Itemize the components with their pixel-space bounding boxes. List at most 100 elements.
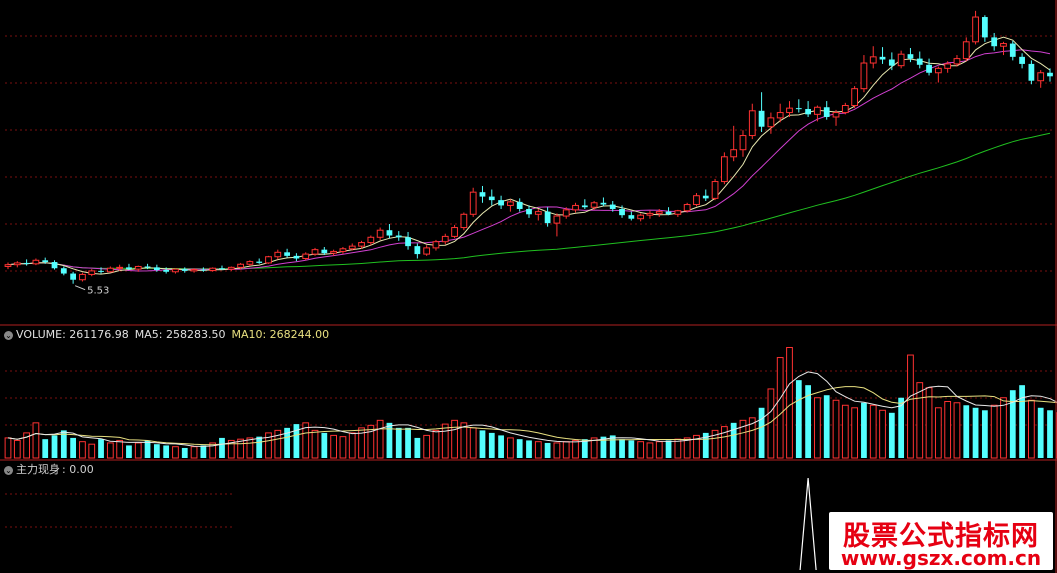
candle-body (507, 201, 514, 206)
volume-bar (841, 404, 849, 459)
volume-label: VOLUME: 261176.98 (16, 328, 129, 341)
volume-bar (562, 441, 570, 459)
volume-bar (284, 427, 290, 458)
candle (637, 213, 645, 222)
candle-body (469, 191, 477, 215)
candle-body (795, 108, 802, 110)
candle (432, 239, 440, 251)
price-grid (5, 35, 1054, 272)
candle-body (748, 110, 756, 137)
candle (348, 243, 356, 251)
volume-bar (88, 443, 96, 459)
volume-bar (544, 442, 551, 458)
candle-body (553, 215, 561, 224)
candle (944, 61, 952, 73)
volume-bar (405, 427, 411, 458)
candle (1037, 70, 1045, 88)
candle-body (534, 211, 542, 215)
candle-body (674, 210, 682, 215)
candle-body (711, 181, 719, 199)
indicator-header: ⌄ 主力现身: 0.00 (4, 461, 100, 477)
candle-body (702, 195, 709, 199)
candle-body (1019, 56, 1025, 64)
volume-bar (339, 436, 347, 459)
volume-bar (814, 397, 821, 459)
collapse-icon[interactable]: ⌄ (4, 465, 13, 475)
volume-bar (4, 437, 12, 459)
volume-bar (367, 424, 375, 459)
volume-bar (963, 405, 970, 458)
volume-bar (134, 442, 142, 459)
candle (227, 266, 235, 271)
candle-body (51, 262, 58, 269)
watermark-title: 股票公式指标网 (843, 521, 1039, 552)
candle (200, 267, 207, 272)
candle-body (720, 156, 728, 183)
candle (70, 271, 77, 284)
candle (98, 267, 104, 274)
candle (284, 248, 290, 258)
candle (953, 55, 961, 67)
volume-bar (32, 422, 40, 459)
candle-body (134, 265, 142, 270)
volume-ma10-line (7, 386, 1057, 446)
candle-body (265, 256, 272, 264)
volume-bar (106, 442, 114, 459)
candle-body (832, 112, 840, 118)
candle-body (814, 106, 821, 115)
candle (981, 15, 988, 42)
volume-bar (972, 407, 979, 458)
candle-body (348, 245, 356, 250)
volume-bar (116, 439, 124, 459)
volume-bar (720, 426, 728, 459)
volume-bar (479, 430, 486, 458)
candle-body (395, 235, 402, 238)
volume-bar (172, 446, 179, 459)
candle-body (562, 209, 570, 217)
volume-bar (934, 407, 942, 459)
candle-body (330, 250, 338, 254)
candle (423, 245, 431, 256)
candle (869, 46, 877, 69)
candle (32, 258, 40, 266)
candle-body (246, 261, 254, 265)
candle (879, 47, 886, 64)
candle-body (432, 241, 440, 249)
candle (51, 260, 58, 270)
candle-body (1028, 63, 1035, 81)
candle-body (126, 267, 132, 270)
candle-body (897, 53, 905, 67)
volume-ma10-label: MA10: 268244.00 (231, 328, 330, 341)
volume-bar (330, 434, 338, 459)
volume-bar (526, 440, 532, 458)
volume-bar (423, 434, 431, 459)
volume-bar (376, 419, 384, 459)
candle (163, 267, 170, 274)
candle-body (609, 204, 616, 209)
volume-bar (79, 441, 86, 459)
volume-bar (13, 439, 21, 459)
candle (79, 272, 86, 282)
candle-body (181, 269, 188, 271)
volume-bar (758, 407, 765, 458)
candle-body (526, 208, 532, 215)
volume-bar (460, 422, 468, 459)
candle (330, 249, 338, 256)
volume-grid (5, 370, 1054, 426)
volume-bar (42, 439, 49, 458)
candle-body (776, 112, 784, 119)
volume-bar (1028, 399, 1035, 459)
low-marker-label: 5.53 (87, 286, 109, 297)
candle-body (1037, 72, 1045, 82)
indicator-name: 主力现身 (16, 463, 60, 476)
candle-body (284, 252, 290, 256)
candle (209, 267, 217, 272)
candle (23, 259, 30, 266)
low-marker-arrow (74, 285, 86, 291)
candle (181, 267, 188, 273)
collapse-icon[interactable]: ⌄ (4, 330, 13, 340)
volume-bar (823, 395, 830, 458)
candle (1009, 40, 1016, 61)
candle (395, 231, 402, 241)
